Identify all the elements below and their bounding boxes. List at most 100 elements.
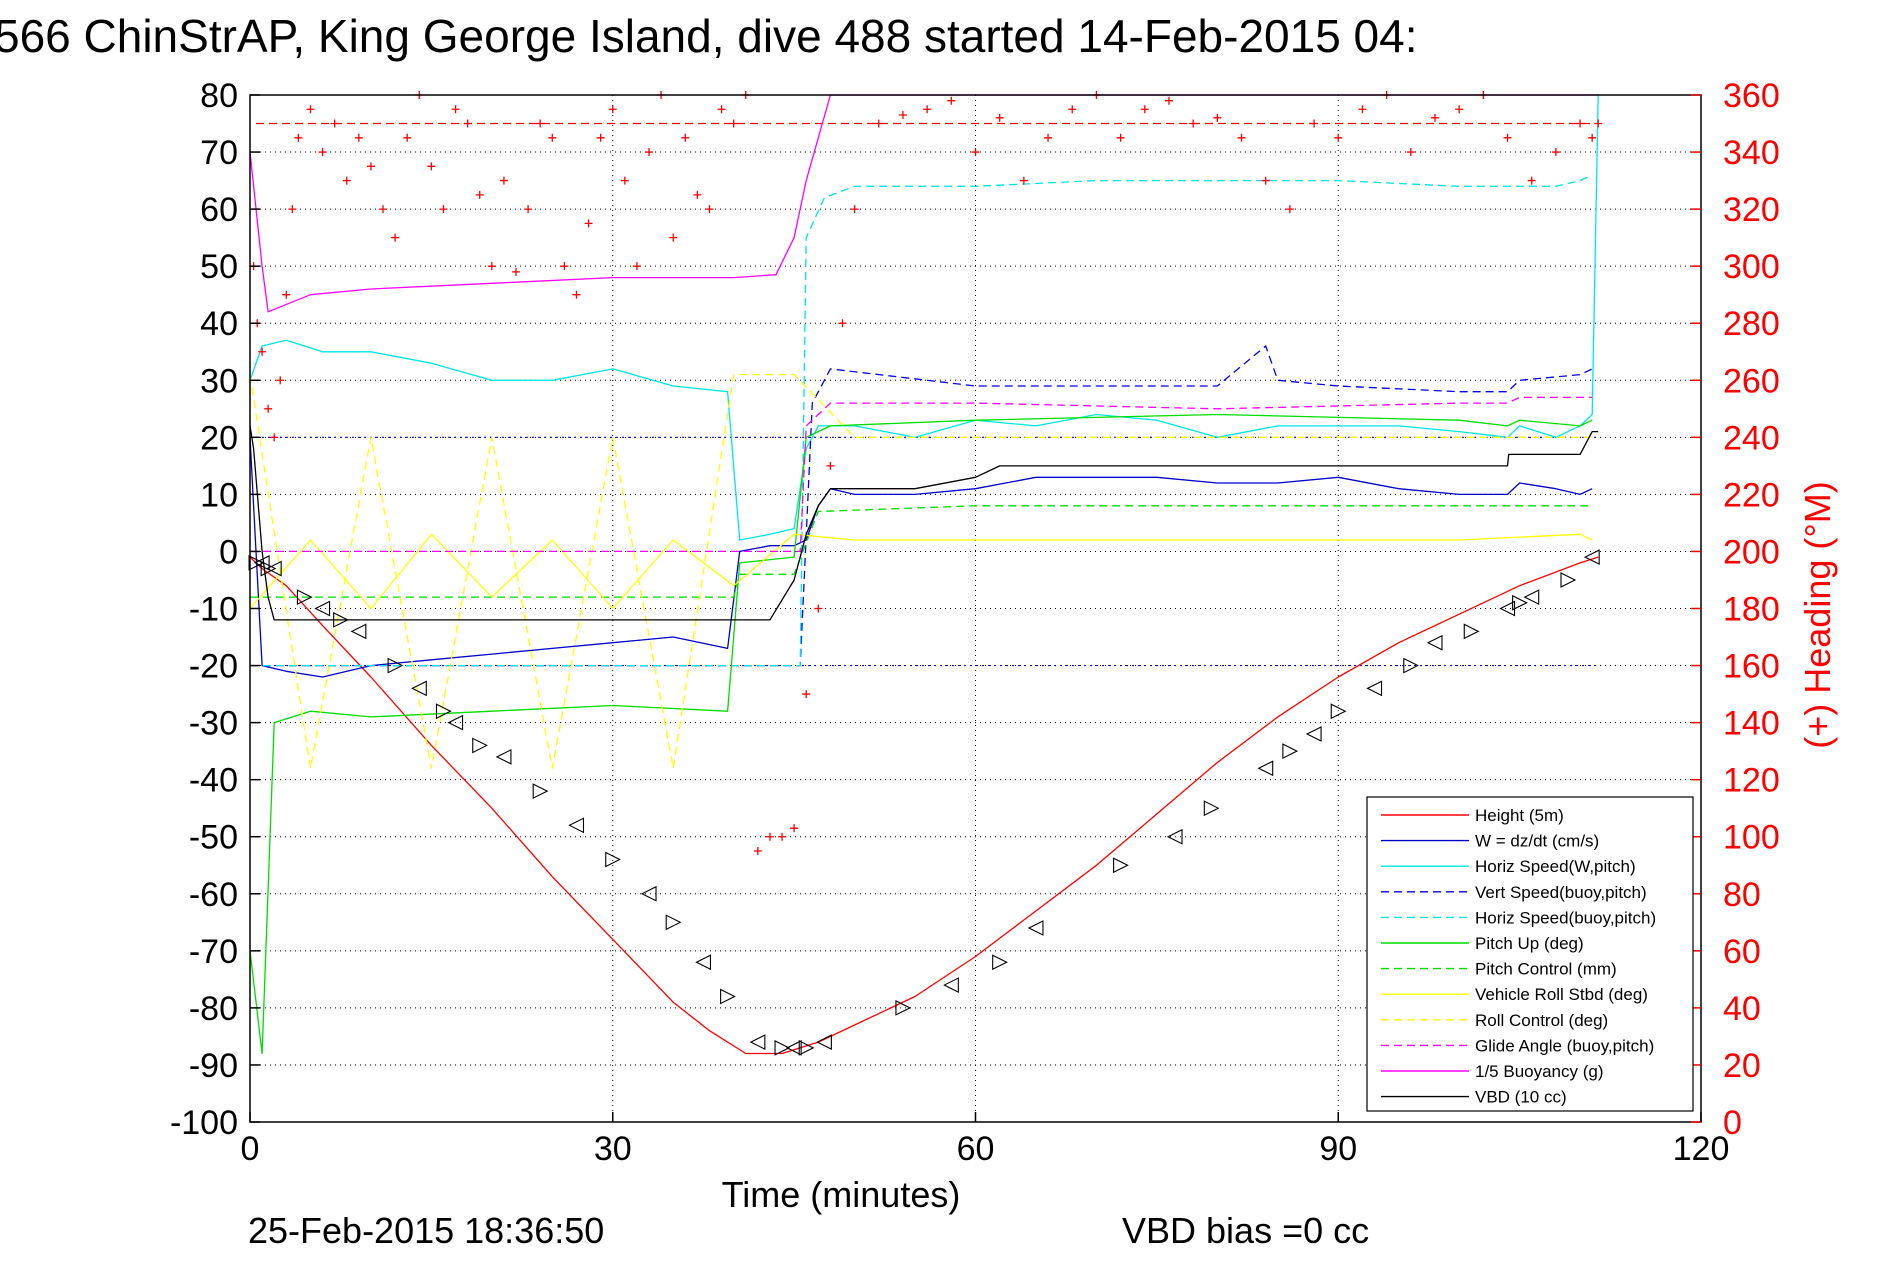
legend-label: Glide Angle (buoy,pitch) [1475,1036,1654,1055]
heading-point [729,119,738,128]
sample-triangle [1366,680,1383,697]
x-tick-label: 120 [1673,1130,1730,1168]
sample-triangle [1113,857,1129,874]
sample-triangle [1166,828,1183,845]
heading-point [572,290,581,299]
right-tick-label: 80 [1723,876,1761,914]
heading-point [850,205,859,214]
heading-point [282,290,291,299]
heading-point [288,205,297,214]
heading-point [620,176,629,185]
heading-point [439,205,448,214]
y-tick-label: 10 [200,476,238,514]
series-line-2 [249,94,1599,541]
sample-triangle [943,977,959,993]
heading-point [1116,133,1125,142]
heading-point [451,105,460,114]
x-tick-label: 0 [241,1130,260,1168]
heading-point [475,190,484,199]
series-line-0 [249,556,1599,1055]
heading-point [608,105,617,114]
vbd-bias-footer: VBD bias =0 cc [1122,1210,1369,1251]
heading-point [1503,133,1512,142]
sample-triangle [1512,594,1528,611]
sample-triangle [1330,703,1347,720]
sample-triangle [296,589,313,605]
sample-triangle [816,1034,832,1051]
heading-point [512,267,521,276]
heading-point [1213,113,1222,122]
heading-point [1044,133,1053,142]
heading-point [1594,119,1603,128]
series-line-1 [249,437,1593,678]
sample-triangle [1426,634,1443,651]
heading-point [264,404,273,413]
reference-lines [256,122,1599,667]
axis-ticks: 0 30 60 90 12080706050403020100-10-20-30-40-… [170,77,1780,1168]
y-tick-label: 80 [200,77,238,115]
heading-point [1189,119,1198,128]
heading-point [366,162,375,171]
series-line-10 [249,94,1599,313]
right-tick-label: 260 [1723,362,1780,400]
sample-triangle [1027,920,1044,936]
heading-point [790,824,799,833]
heading-point [354,133,363,142]
right-axis-label: (+) Heading (°M) [1797,481,1838,748]
heading-point [524,205,533,214]
sample-triangle [720,988,736,1005]
legend-label: Height (5m) [1475,806,1564,825]
heading-point [463,119,472,128]
y-tick-label: 60 [200,191,238,229]
legend-label: Pitch Control (mm) [1475,960,1617,979]
sample-triangle [1560,572,1577,588]
heading-point [705,205,714,214]
legend: Height (5m) W = dz/dt (cm/s) Horiz Speed(W… [1366,796,1694,1112]
legend-label: Horiz Speed(buoy,pitch) [1475,908,1656,927]
heading-point [826,461,835,470]
sample-triangle [265,560,282,577]
heading-point [995,113,1004,122]
y-tick-label: -100 [170,1104,238,1142]
heading-point [1285,205,1294,214]
right-tick-label: 120 [1723,762,1780,800]
heading-point [874,119,883,128]
right-tick-label: 60 [1723,933,1761,971]
sample-triangle [411,680,427,697]
heading-point [669,233,678,242]
right-tick-label: 0 [1723,1104,1742,1142]
heading-point [294,133,303,142]
y-tick-label: -60 [189,876,238,914]
sample-triangle [350,623,367,640]
heading-point [802,690,811,699]
heading-point [391,233,400,242]
sample-triangle [992,954,1008,971]
heading-point [276,376,285,385]
heading-point [258,347,267,356]
y-tick-label: -50 [189,819,238,857]
legend-label: VBD (10 cc) [1475,1088,1567,1107]
heading-point [1430,113,1439,122]
heading-point [427,162,436,171]
sample-triangle [472,737,488,754]
heading-point [898,110,907,119]
sample-triangle [260,560,277,577]
heading-point [1588,133,1597,142]
y-tick-label: -70 [189,933,238,971]
heading-point [548,133,557,142]
heading-point [487,262,496,271]
y-tick-label: -10 [189,591,238,629]
series-line-3 [250,345,1593,667]
heading-point [560,262,569,271]
heading-point [765,832,774,841]
heading-point [923,105,932,114]
right-tick-label: 360 [1723,77,1780,115]
heading-point [814,604,823,613]
sample-triangle [1583,549,1600,566]
heading-point [1334,133,1343,142]
right-tick-label: 340 [1723,134,1780,172]
y-tick-label: 50 [200,248,238,286]
right-tick-label: 20 [1723,1047,1761,1085]
heading-point [1140,105,1149,114]
sample-triangle [333,612,349,628]
